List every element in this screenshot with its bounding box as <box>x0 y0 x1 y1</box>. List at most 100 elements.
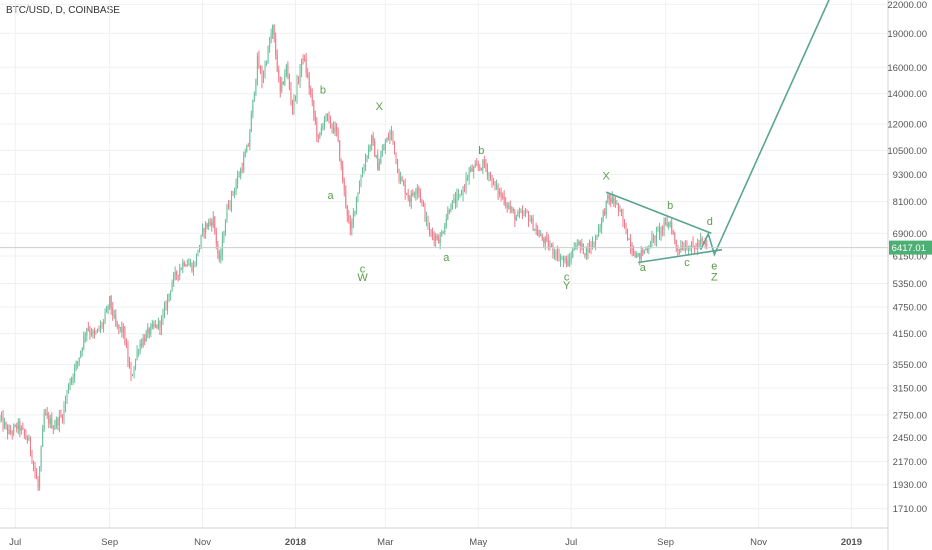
candle <box>248 143 249 147</box>
candle <box>642 247 643 256</box>
candle <box>476 158 477 166</box>
candle-body <box>4 423 5 427</box>
candle <box>161 315 162 335</box>
candle-body <box>610 199 611 203</box>
candle <box>636 251 637 258</box>
candle <box>266 60 267 66</box>
candle-body <box>175 272 176 275</box>
candle-body <box>699 243 700 244</box>
candle-body <box>627 234 628 240</box>
candle <box>528 211 529 227</box>
candle <box>455 192 456 209</box>
candle <box>501 187 502 201</box>
candle <box>231 191 232 212</box>
trend-line <box>606 192 711 233</box>
candle-body <box>191 263 192 271</box>
candle-body <box>190 263 191 264</box>
candle <box>240 167 241 179</box>
candle <box>418 186 419 198</box>
candle-body <box>539 236 540 237</box>
candle-body <box>598 229 599 236</box>
x-tick-label: Sep <box>101 537 118 548</box>
candle-body <box>350 221 351 229</box>
candle-body <box>144 338 145 341</box>
candle-body <box>697 243 698 249</box>
candle <box>236 178 237 195</box>
candle <box>626 223 627 234</box>
candle <box>187 259 188 266</box>
candle-body <box>548 239 549 247</box>
candle <box>392 131 393 145</box>
candle-body <box>562 258 563 259</box>
candle <box>258 51 259 69</box>
candle <box>51 412 52 428</box>
x-tick-label: Nov <box>194 537 211 548</box>
candle-body <box>327 114 328 117</box>
candle-body <box>45 413 46 414</box>
candle-body <box>240 169 241 176</box>
candle-body <box>272 25 273 34</box>
candle-body <box>336 127 337 130</box>
candle <box>399 169 400 184</box>
candle <box>130 362 131 381</box>
candle-body <box>396 154 397 159</box>
candle <box>540 230 541 236</box>
y-tick-label: 5350.00 <box>893 279 927 290</box>
candle <box>679 249 680 255</box>
candle <box>202 224 203 237</box>
candle <box>580 240 581 253</box>
candle-body <box>220 254 221 260</box>
candle <box>424 203 425 222</box>
candle-body <box>313 101 314 114</box>
candle <box>3 410 4 432</box>
candle-body <box>127 346 128 361</box>
candle <box>408 189 409 201</box>
candle-body <box>74 367 75 377</box>
candle-body <box>54 426 55 429</box>
candle-body <box>295 97 296 98</box>
candle <box>584 253 585 258</box>
x-axis: Jul Sep Nov 2018 Mar May Jul Sep Nov 2019 <box>0 528 888 548</box>
y-tick-label: 1930.00 <box>893 480 927 491</box>
candle <box>103 319 104 332</box>
candle <box>353 208 354 228</box>
candle-body <box>109 296 110 307</box>
candle-body <box>228 206 229 209</box>
candle <box>616 200 617 205</box>
candle-body <box>485 164 486 168</box>
candle <box>57 417 58 430</box>
candle-body <box>199 245 200 252</box>
candle <box>307 68 308 78</box>
candle-body <box>511 209 512 210</box>
candle-body <box>706 244 707 246</box>
candle-body <box>257 57 258 80</box>
candle <box>368 144 369 158</box>
candle-body <box>584 254 585 256</box>
candle <box>571 251 572 265</box>
y-tick-label: 3550.00 <box>893 360 927 371</box>
candle-body <box>636 254 637 258</box>
candle-body <box>534 229 535 230</box>
candle-body <box>374 142 375 157</box>
candle-body <box>283 82 284 84</box>
candle-body <box>281 82 282 91</box>
candle-body <box>214 217 215 231</box>
candle-body <box>523 213 524 215</box>
candle-body <box>162 313 163 319</box>
candle-body <box>304 59 305 60</box>
candle-body <box>434 235 435 240</box>
candle <box>627 229 628 241</box>
candle <box>543 237 544 248</box>
candle-body <box>354 211 355 213</box>
candle <box>487 163 488 180</box>
candle-body <box>466 178 467 188</box>
candle <box>496 180 497 190</box>
candle <box>295 95 296 101</box>
candle <box>111 295 112 315</box>
candle <box>552 242 553 258</box>
candle-body <box>146 333 147 342</box>
candle <box>345 185 346 208</box>
y-tick-label: 2750.00 <box>893 410 927 421</box>
candle-body <box>129 362 130 368</box>
